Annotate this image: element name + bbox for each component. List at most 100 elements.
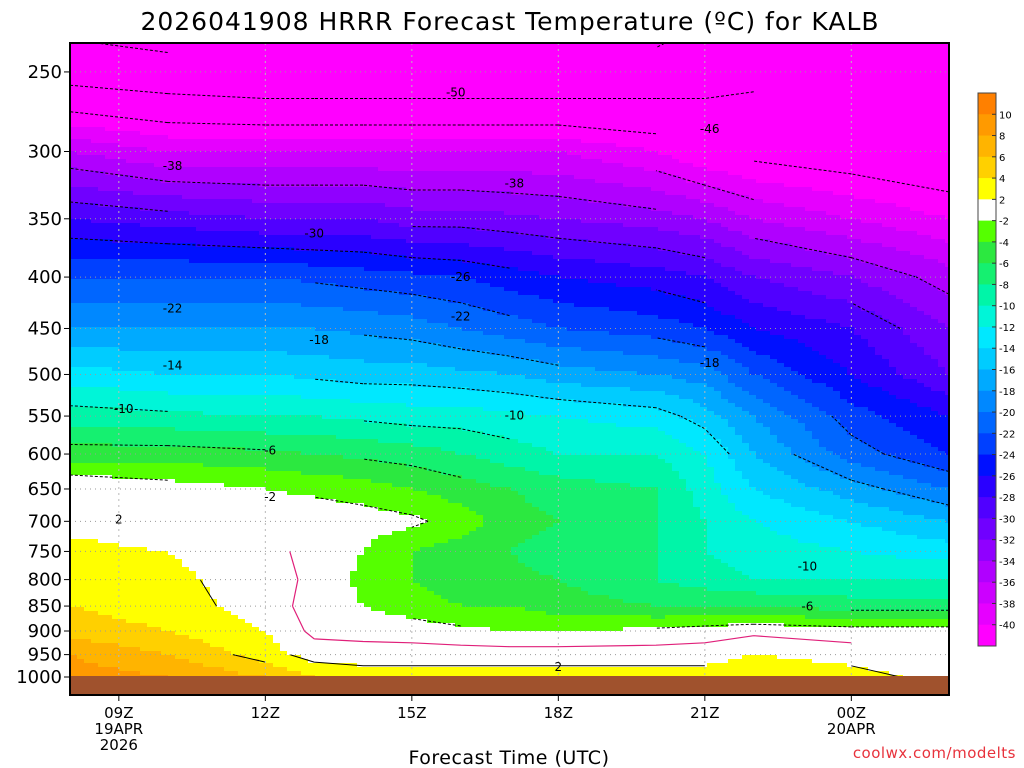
heat-cell [903,71,911,76]
heat-cell [462,159,470,164]
heat-cell [329,135,337,140]
heat-cell [854,187,862,192]
heat-cell [742,131,750,136]
heat-cell [854,127,862,132]
heat-cell [315,155,323,160]
heat-cell [182,103,190,108]
heat-cell [812,43,820,48]
heat-cell [735,87,743,92]
heat-cell [602,151,610,156]
heat-cell [833,139,841,144]
heat-cell [364,59,372,64]
heat-cell [910,187,918,192]
heat-cell [833,115,841,120]
heat-cell [644,199,652,204]
heat-cell [784,67,792,72]
heat-cell [539,167,547,172]
heat-cell [238,155,246,160]
heat-cell [392,83,400,88]
heat-cell [336,119,344,124]
heat-cell [392,147,400,152]
heat-cell [175,187,183,192]
heat-cell [539,99,547,104]
heat-cell [231,79,239,84]
heat-cell [574,187,582,192]
heat-cell [679,99,687,104]
heat-cell [196,63,204,68]
heat-cell [511,151,519,156]
heat-cell [574,155,582,160]
heat-cell [217,59,225,64]
heat-cell [539,195,547,200]
heat-cell [119,51,127,56]
heat-cell [245,103,253,108]
heat-cell [581,103,589,108]
heat-cell [581,159,589,164]
heat-cell [728,107,736,112]
heat-cell [336,111,344,116]
heat-cell [602,63,610,68]
heat-cell [413,107,421,112]
heat-cell [805,55,813,60]
heat-cell [238,139,246,144]
heat-cell [140,103,148,108]
heat-cell [651,187,659,192]
heat-cell [616,119,624,124]
heat-cell [861,43,869,48]
heat-cell [707,83,715,88]
heat-cell [728,111,736,116]
heat-cell [490,167,498,172]
heat-cell [483,139,491,144]
heat-cell [784,87,792,92]
heat-cell [539,155,547,160]
heat-cell [567,179,575,184]
heat-cell [420,51,428,56]
heat-cell [924,163,932,168]
heat-cell [875,75,883,80]
heat-cell [861,191,869,196]
heat-cell [147,99,155,104]
heat-cell [350,103,358,108]
heat-cell [420,183,428,188]
heat-cell [252,187,260,192]
heat-cell [525,171,533,176]
heat-cell [693,187,701,192]
heat-cell [140,75,148,80]
heat-cell [336,143,344,148]
heat-cell [252,163,260,168]
heat-cell [385,151,393,156]
heat-cell [154,75,162,80]
heat-cell [427,119,435,124]
heat-cell [588,95,596,100]
heat-cell [602,47,610,52]
heat-cell [147,135,155,140]
heat-cell [161,47,169,52]
heat-cell [539,187,547,192]
heat-cell [315,43,323,48]
heat-cell [140,171,148,176]
heat-cell [672,119,680,124]
heat-cell [273,195,281,200]
heat-cell [812,135,820,140]
heat-cell [574,195,582,200]
heat-cell [553,187,561,192]
heat-cell [574,179,582,184]
heat-cell [539,47,547,52]
heat-cell [154,99,162,104]
heat-cell [441,163,449,168]
heat-cell [77,63,85,68]
heat-cell [637,175,645,180]
heat-cell [259,131,267,136]
heat-cell [630,139,638,144]
heat-cell [343,143,351,148]
heat-cell [707,47,715,52]
heat-cell [210,127,218,132]
heat-cell [287,119,295,124]
heat-cell [938,91,946,96]
heat-cell [294,95,302,100]
heat-cell [826,159,834,164]
heat-cell [175,143,183,148]
heat-cell [777,183,785,188]
heat-cell [371,79,379,84]
heat-cell [630,67,638,72]
